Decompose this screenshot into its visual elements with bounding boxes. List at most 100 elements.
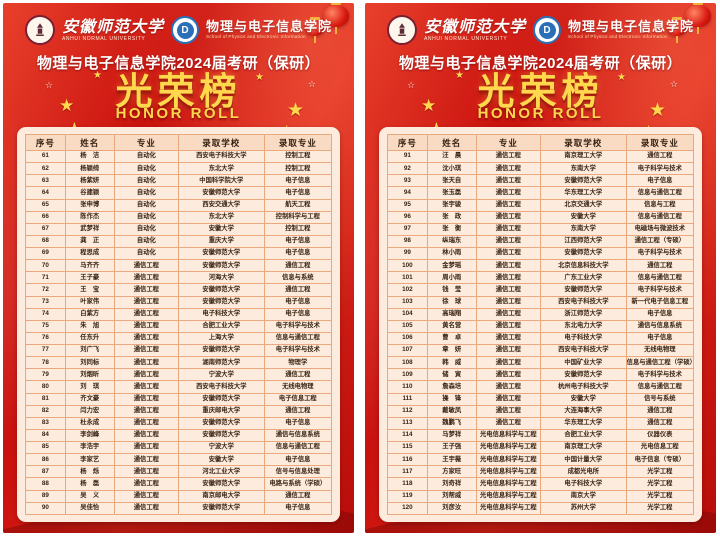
col-header-admitted-major: 录取专业 [263,134,333,151]
table-row: 102 钱 莹通信工程 安徽师范大学 电子科学与技术 [387,283,695,297]
table-cell: 李家艺 [64,453,115,467]
table-cell: 通信工程 [475,186,541,200]
university-name-block: 安徽师范大学 ANHUI NORMAL UNIVERSITY [423,16,526,42]
table-cell: 103 [387,295,428,309]
table-cell: 电子科学与技术 [263,343,333,358]
table-cell: 合肥工业大学 [539,428,627,443]
table-cell: 朱 旭 [64,319,115,333]
table-cell: 101 [387,271,428,285]
table-cell: 张申博 [64,198,115,212]
table-cell: 电子科技大学 [177,307,265,321]
table-cell: 电子信息 [625,331,695,346]
table-cell: 重庆大学 [177,234,265,249]
table-cell: 71 [25,271,66,285]
table-cell: 光学工程 [625,465,695,479]
table-cell: 通信工程 [475,368,541,382]
table-row: 91 汪 晨通信工程 南京理工大学 通信工程 [387,149,695,164]
honor-title: 光荣榜 [115,71,242,112]
table-cell: 电子信息 [263,501,333,516]
table-cell: 信息与通信工程 [263,440,333,455]
table-cell: 安徽师范大学 [539,246,627,261]
table-cell: 通信工程 [475,392,541,406]
table-row: 117 方家旺 光电信息科学与工程 成都光电所 光学工程 [387,465,695,479]
table-cell: 电子科学与技术 [625,283,695,297]
table-cell: 通信工程 [113,380,179,394]
table-cell: 龚 正 [64,234,115,249]
table-cell: 杨颖绮 [64,162,115,176]
table-row: 112 戴敏凤 通信工程 大连海事大学 通信工程 [387,404,695,418]
table-cell: 电子信息 [263,295,333,309]
table-cell: 电子信息 [263,246,333,261]
table-cell: 光电信息科学与工程 [475,489,541,503]
col-header-index: 序号 [25,134,66,151]
table-cell: 106 [387,331,428,346]
table-cell: 任东升 [64,331,115,346]
honor-table-left: 序号 姓名 专业 录取学校 录取专业 61 杨 洁自动化 西安电子科技大学 控制工程 6… [25,134,333,516]
logo-row: 安徽师范大学 ANHUI NORMAL UNIVERSITY D 物理与电子信息… [365,3,716,48]
star-icon: ★ [617,72,626,83]
table-cell: 北京交通大学 [539,198,627,212]
table-row: 71 王子豪 通信工程 河海大学 信息与系统 [25,271,333,285]
table-cell: 詹森培 [426,380,477,394]
table-cell: 东南大学 [539,162,627,176]
table-cell: 118 [387,477,428,491]
table-cell: 信息与通信工程 [625,271,695,285]
table-cell: 谷建颖 [64,186,115,200]
table-cell: 李浩宇 [64,440,115,455]
table-cell: 吴 义 [64,489,115,503]
table-row: 75 朱 旭通信工程 合肥工业大学 电子科学与技术 [25,319,333,333]
honor-subtitle: HONOR ROLL [477,104,604,122]
table-cell: 63 [25,174,66,188]
table-cell: 119 [387,489,428,503]
table-cell: 95 [387,198,428,212]
table-cell: 112 [387,404,428,418]
table-cell: 电磁场与微波技术 [625,222,695,236]
table-cell: 通信工程 [113,501,179,516]
table-cell: 66 [25,210,66,224]
lantern-icon [323,5,349,27]
table-cell: 85 [25,440,66,455]
table-cell: 北京信息科技大学 [539,259,627,273]
table-cell: 117 [387,465,428,479]
university-seal-icon [386,15,417,45]
table-row: 81 齐文豪 通信工程 安徽师范大学 电子信息工程 [25,392,333,406]
table-cell: 通信工程 [113,307,179,321]
col-header-major: 专业 [113,134,179,151]
table-cell: 叶家伟 [64,295,115,309]
table-cell: 张宇骏 [426,198,477,212]
table-row: 84 李剑峰 通信工程 安徽师范大学 通信与信息系统 [25,428,333,443]
col-header-major: 专业 [475,134,541,151]
table-cell: 王子豪 [64,271,115,285]
table-cell: 通信工程 [113,404,179,418]
table-cell: 上海大学 [177,331,265,346]
table-cell: 通信工程 [475,198,541,212]
table-cell: 黄名营 [426,319,477,333]
table-cell: 通信工程 [625,259,695,273]
table-row: 106 曹 卓通信工程 电子科技大学 电子信息 [387,331,695,346]
table-cell: 通信工程 [113,343,179,358]
table-row: 104 高瑞翔 通信工程 浙江师范大学 电子信息 [387,307,695,321]
table-cell: 70 [25,259,66,273]
table-cell: 齐文豪 [64,392,115,406]
table-cell: 自动化 [113,198,179,212]
table-cell: 105 [387,319,428,333]
table-cell: 电子信息 [263,186,333,200]
table-cell: 光电信息科学与工程 [475,453,541,467]
table-cell: 通信工程 [625,149,695,164]
table-cell: 通信工程 [263,283,333,297]
table-cell: 操 锋 [426,392,477,406]
table-cell: 河海大学 [177,271,265,285]
university-name: 安徽师范大学 [423,16,526,36]
table-cell: 91 [387,149,428,164]
table-cell: 杨 洁 [64,149,115,164]
table-cell: 通信工程 [113,489,179,503]
table-cell: 张 衡 [426,222,477,236]
table-row: 108 韩 威通信工程 中国矿业大学 信息与通信工程（学硕） [387,356,695,370]
table-row: 70 马齐齐 通信工程 安徽师范大学 通信工程 [25,259,333,273]
table-cell: 韩 威 [426,356,477,370]
table-row: 85 李浩宇 通信工程 宁波大学 信息与通信工程 [25,440,333,455]
table-cell: 通信工程 [475,222,541,236]
col-header-school: 录取学校 [177,134,265,151]
table-cell: 通信工程 [113,283,179,297]
table-cell: 通信工程 [475,210,541,224]
